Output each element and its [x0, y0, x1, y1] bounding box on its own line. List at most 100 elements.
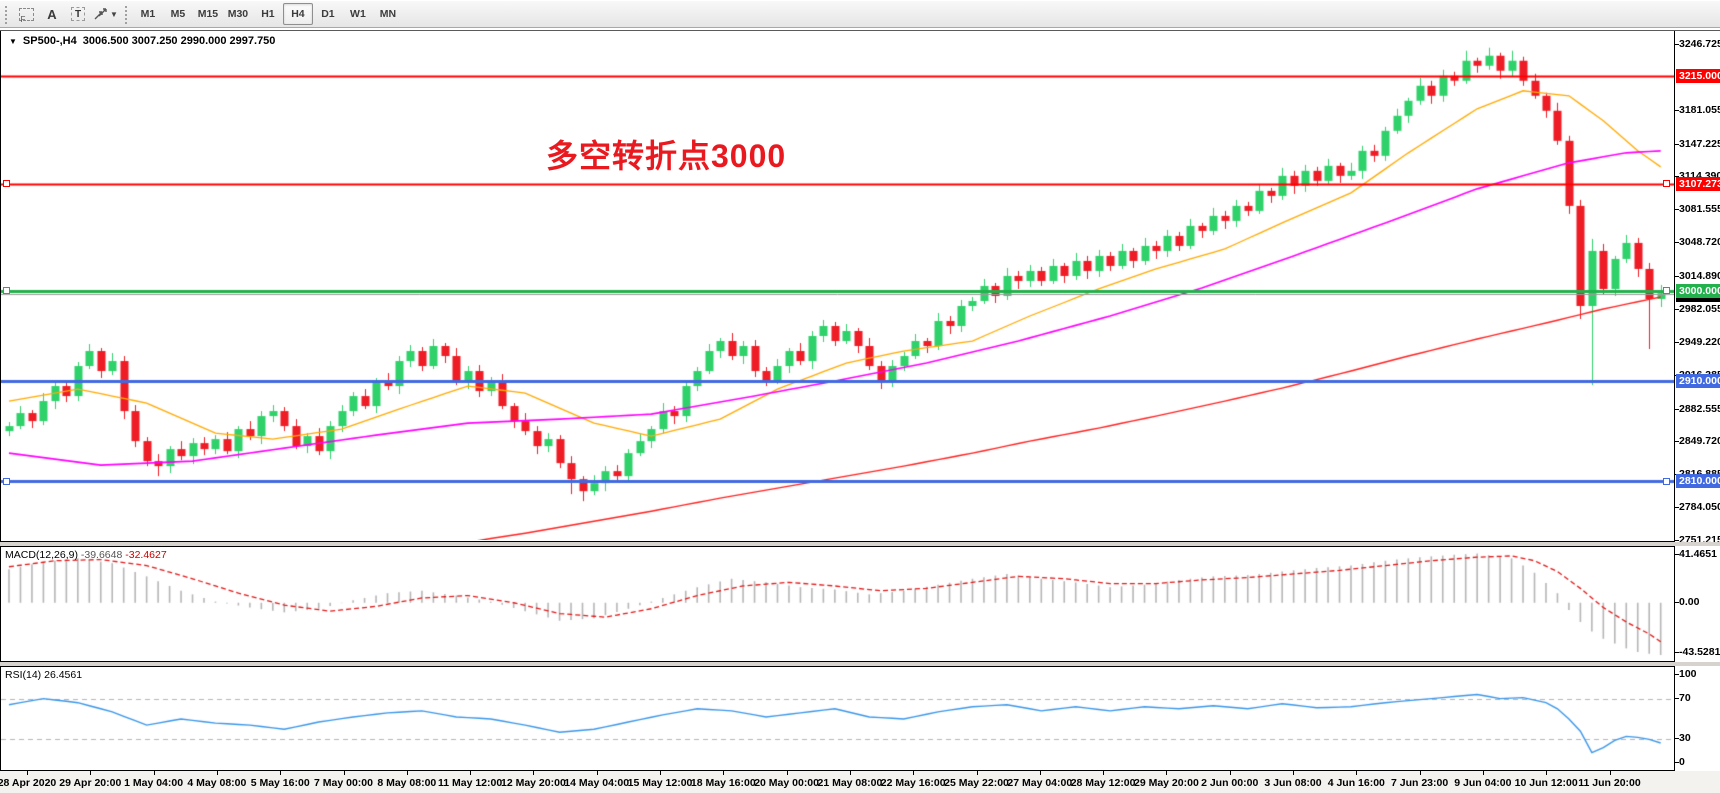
scale-tick — [1675, 144, 1679, 145]
time-tick — [217, 771, 218, 775]
time-label: 29 Apr 20:00 — [59, 777, 122, 789]
arrows-icon — [94, 8, 107, 20]
time-label: 25 May 22:00 — [944, 777, 1009, 789]
rsi-canvas — [1, 667, 1674, 770]
scale-tick — [1675, 554, 1679, 555]
scale-tick — [1675, 652, 1679, 653]
candlestick-chart-canvas[interactable] — [1, 31, 1674, 540]
time-tick — [1610, 771, 1611, 775]
hline-handle[interactable] — [3, 180, 10, 188]
timeframe-button-M1[interactable]: M1 — [140, 8, 156, 20]
panel-divider[interactable] — [0, 662, 1720, 666]
timeframe-button-M30[interactable]: M30 — [227, 8, 249, 20]
chart-text-annotation[interactable]: 多空转折点3000 — [546, 138, 787, 174]
price-tick-label: 2849.720 — [1679, 435, 1720, 447]
timeframe-button-MN[interactable]: MN — [379, 8, 397, 20]
timeframe-button-H1[interactable]: H1 — [261, 8, 275, 20]
time-tick — [1483, 771, 1484, 775]
hline-handle[interactable] — [1663, 287, 1670, 295]
time-tick — [1103, 771, 1104, 775]
time-label: 4 Jun 16:00 — [1327, 777, 1385, 789]
scale-tick — [1675, 44, 1679, 45]
time-tick — [407, 771, 408, 775]
macd-tick-label: -43.5281 — [1679, 646, 1720, 658]
hline-price-label: 2810.000 — [1676, 474, 1720, 489]
scale-tick — [1675, 276, 1679, 277]
time-tick — [533, 771, 534, 775]
time-label: 11 May 12:00 — [437, 777, 503, 789]
time-tick — [470, 771, 471, 775]
macd-signal-value: -32.4627 — [125, 549, 167, 561]
time-tick — [1166, 771, 1167, 775]
font-tool-button[interactable]: A — [40, 3, 64, 25]
time-label: 28 May 12:00 — [1070, 777, 1136, 789]
macd-scale: 41.4651 0.00 -43.5281 — [1675, 546, 1720, 662]
rsi-value: 26.4561 — [44, 669, 83, 681]
price-tick-label: 3147.225 — [1679, 138, 1720, 150]
hline-price-label: 3215.000 — [1676, 68, 1720, 83]
cursor-mode-button[interactable]: ▼ — [92, 3, 119, 25]
time-axis[interactable]: 28 Apr 2020 29 Apr 20:00 1 May 04:00 4 May … — [0, 771, 1720, 793]
symbol-label: SP500-,H4 — [22, 35, 77, 47]
time-tick — [1420, 771, 1421, 775]
time-tick — [27, 771, 28, 775]
top-toolbar: F A T ▼ M1 M5 M15 M30 H1 H4 D1 W1 MN — [0, 0, 1720, 28]
timeframe-button-W1[interactable]: W1 — [350, 8, 366, 20]
price-tick-label: 2949.220 — [1679, 336, 1720, 348]
time-label: 7 May 00:00 — [314, 777, 373, 789]
time-label: 12 May 20:00 — [500, 777, 566, 789]
rsi-panel[interactable]: RSI(14) 26.4561 — [0, 666, 1675, 771]
hline-handle[interactable] — [1663, 477, 1670, 485]
macd-hist-value: -39.6648 — [80, 549, 123, 561]
timeframe-button-M5[interactable]: M5 — [170, 8, 186, 20]
time-tick — [913, 771, 914, 775]
time-label: 5 May 16:00 — [250, 777, 310, 789]
ohlc-values: 3006.500 3007.250 2990.000 2997.750 — [82, 35, 276, 47]
hline-price-label: 3000.000 — [1676, 283, 1720, 298]
time-tick — [154, 771, 155, 775]
template-tool-button[interactable]: F — [14, 3, 38, 25]
time-label: 29 May 20:00 — [1133, 777, 1199, 789]
price-tick-label: 2982.055 — [1679, 303, 1720, 315]
price-tick-label: 3246.725 — [1679, 38, 1720, 50]
toolbar-grip[interactable] — [123, 4, 129, 24]
hline-handle[interactable] — [3, 477, 10, 485]
symbol-ohlc-bar[interactable]: ▼ SP500-,H4 3006.500 3007.250 2990.000 2… — [6, 34, 279, 48]
scale-tick — [1675, 242, 1679, 243]
timeframe-button-M15[interactable]: M15 — [197, 8, 219, 20]
time-label: 7 Jun 23:00 — [1390, 777, 1449, 789]
time-label: 15 May 12:00 — [627, 777, 693, 789]
chart-dropdown-icon[interactable]: ▼ — [9, 36, 17, 46]
timeframe-button-D1[interactable]: D1 — [321, 8, 335, 20]
hline-handle[interactable] — [3, 287, 10, 295]
text-label-tool-button[interactable]: T — [66, 3, 90, 25]
time-label: 18 May 16:00 — [690, 777, 756, 789]
time-tick — [723, 771, 724, 775]
hline-handle[interactable] — [1663, 180, 1670, 188]
scale-tick — [1675, 602, 1679, 603]
price-scale[interactable]: 3246.7253181.0553147.2253114.3903081.555… — [1675, 31, 1720, 546]
time-label: 10 Jun 12:00 — [1514, 777, 1578, 789]
main-price-panel[interactable]: ▼ SP500-,H4 3006.500 3007.250 2990.000 2… — [0, 31, 1675, 542]
chevron-down-icon: ▼ — [110, 9, 118, 19]
macd-canvas — [1, 547, 1674, 661]
toolbar-grip[interactable] — [4, 4, 9, 24]
time-tick — [1356, 771, 1357, 775]
price-tick-label: 3181.055 — [1679, 104, 1720, 116]
hline-price-label: 3107.273 — [1676, 176, 1720, 191]
text-label-icon: T — [71, 7, 85, 21]
panel-divider[interactable] — [0, 542, 1720, 546]
macd-panel[interactable]: MACD(12,26,9) -39.6648 -32.4627 — [0, 546, 1675, 662]
timeframe-button-H4[interactable]: H4 — [282, 3, 313, 25]
macd-tick-label: 41.4651 — [1679, 548, 1717, 560]
macd-tick-label: 0.00 — [1679, 596, 1700, 608]
time-label: 11 Jun 20:00 — [1578, 777, 1641, 789]
timeframe-button-group: M1 M5 M15 M30 H1 H4 D1 W1 MN — [133, 3, 403, 25]
price-tick-label: 2784.050 — [1679, 501, 1720, 513]
time-tick — [597, 771, 598, 775]
time-label: 9 Jun 04:00 — [1454, 777, 1512, 789]
scale-tick — [1675, 441, 1679, 442]
time-label: 8 May 08:00 — [377, 777, 437, 789]
rsi-tick-label: 70 — [1679, 692, 1691, 704]
